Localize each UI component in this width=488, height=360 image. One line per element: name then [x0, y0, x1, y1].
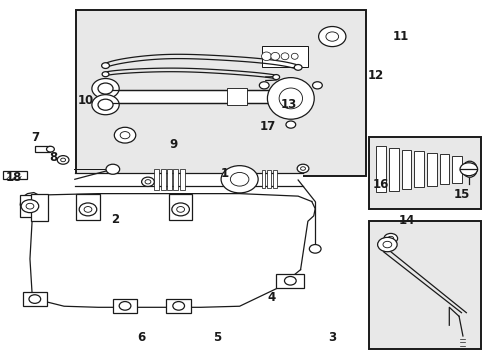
Bar — [105, 90, 283, 103]
Circle shape — [387, 236, 393, 240]
Ellipse shape — [114, 127, 136, 143]
Circle shape — [300, 167, 305, 170]
Text: 12: 12 — [367, 69, 384, 82]
Text: 1: 1 — [221, 167, 228, 180]
Bar — [76, 194, 100, 220]
Ellipse shape — [261, 52, 271, 60]
Bar — [166, 299, 190, 313]
Text: 17: 17 — [259, 120, 275, 133]
Circle shape — [84, 207, 92, 212]
Bar — [154, 169, 159, 190]
Ellipse shape — [281, 53, 288, 60]
Bar — [276, 274, 304, 288]
Circle shape — [102, 63, 109, 68]
Ellipse shape — [92, 95, 119, 115]
Bar — [368, 137, 480, 209]
Bar — [20, 195, 40, 217]
Bar — [35, 146, 50, 152]
Text: 18: 18 — [6, 171, 22, 184]
Circle shape — [172, 302, 184, 310]
Circle shape — [119, 302, 131, 310]
Text: 11: 11 — [391, 30, 408, 43]
Text: 4: 4 — [266, 291, 275, 304]
Circle shape — [176, 207, 184, 212]
Bar — [267, 170, 271, 188]
Circle shape — [383, 233, 397, 243]
Ellipse shape — [98, 83, 113, 94]
Ellipse shape — [267, 78, 314, 119]
Bar — [261, 45, 307, 67]
Text: 2: 2 — [111, 213, 119, 226]
Bar — [388, 148, 398, 190]
Circle shape — [145, 180, 151, 184]
Text: 14: 14 — [397, 214, 414, 227]
Circle shape — [57, 156, 69, 164]
Circle shape — [294, 64, 302, 70]
Ellipse shape — [46, 146, 54, 152]
Circle shape — [61, 158, 65, 162]
Circle shape — [21, 200, 39, 213]
Bar — [160, 169, 165, 190]
Ellipse shape — [279, 88, 302, 109]
Circle shape — [312, 82, 322, 89]
Text: 16: 16 — [372, 178, 388, 191]
Circle shape — [297, 164, 308, 173]
Ellipse shape — [92, 78, 119, 99]
Text: 5: 5 — [213, 330, 222, 343]
Circle shape — [377, 237, 396, 252]
Text: 8: 8 — [49, 151, 58, 164]
Text: 6: 6 — [137, 330, 145, 343]
Text: 7: 7 — [32, 131, 40, 144]
Circle shape — [171, 203, 189, 216]
Text: 10: 10 — [78, 94, 94, 107]
Circle shape — [272, 75, 279, 80]
Bar — [426, 153, 436, 186]
Text: 3: 3 — [327, 330, 336, 343]
Bar — [166, 169, 171, 190]
Bar — [3, 171, 26, 179]
Bar — [227, 89, 246, 105]
Bar — [261, 170, 265, 188]
Circle shape — [382, 241, 391, 248]
Bar — [31, 194, 48, 221]
Circle shape — [259, 82, 268, 89]
Circle shape — [285, 121, 295, 128]
Ellipse shape — [291, 53, 298, 59]
Circle shape — [230, 172, 248, 186]
Circle shape — [309, 244, 321, 253]
Circle shape — [26, 203, 34, 209]
Circle shape — [221, 166, 258, 193]
Bar — [375, 146, 385, 192]
Bar — [451, 156, 461, 183]
Bar — [173, 169, 178, 190]
Circle shape — [142, 177, 154, 186]
Ellipse shape — [120, 132, 130, 139]
Ellipse shape — [462, 161, 476, 177]
Ellipse shape — [325, 32, 338, 41]
Text: 13: 13 — [280, 98, 296, 111]
Text: 9: 9 — [169, 138, 178, 150]
Bar — [413, 151, 423, 187]
Ellipse shape — [318, 27, 345, 46]
Bar — [75, 173, 303, 186]
Bar — [179, 169, 184, 190]
Circle shape — [102, 72, 109, 77]
Bar — [76, 10, 366, 176]
Ellipse shape — [98, 99, 113, 110]
Bar — [401, 149, 410, 189]
Circle shape — [29, 295, 41, 303]
Circle shape — [79, 203, 97, 216]
Bar — [368, 221, 480, 348]
Bar — [439, 154, 448, 184]
Circle shape — [106, 164, 120, 174]
Bar — [113, 299, 137, 313]
Bar — [22, 292, 47, 306]
Bar — [273, 170, 277, 188]
Ellipse shape — [270, 53, 279, 60]
Text: 15: 15 — [452, 188, 468, 201]
Circle shape — [284, 276, 296, 285]
Bar — [168, 194, 192, 220]
Circle shape — [459, 163, 477, 176]
